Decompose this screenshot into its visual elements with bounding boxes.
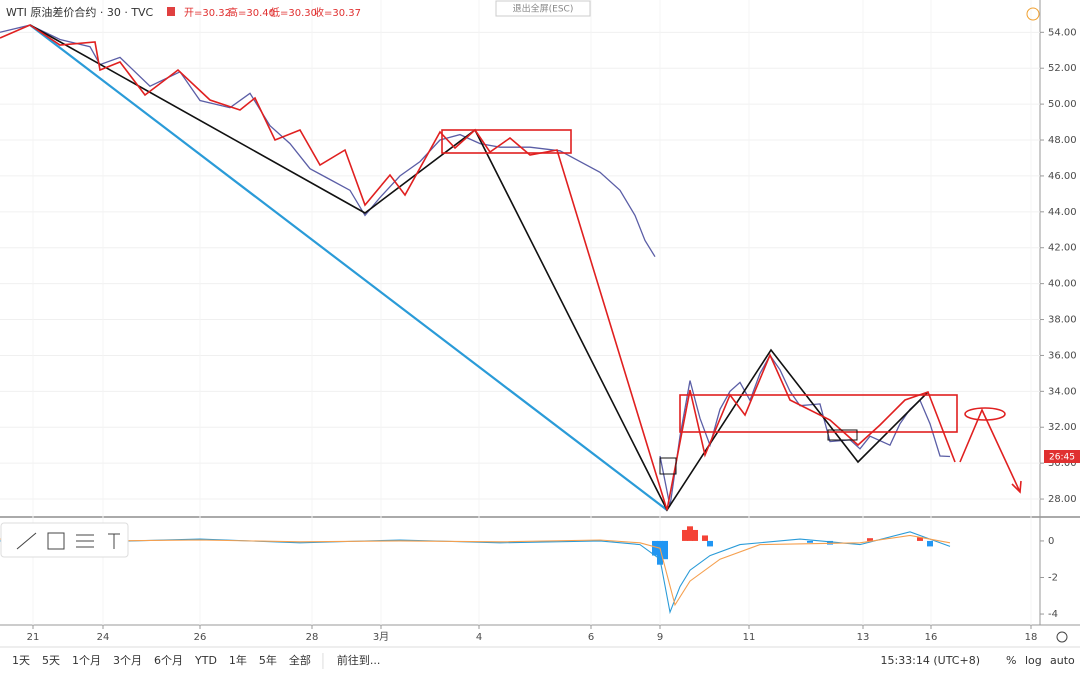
- y-tick-label: 28.00: [1048, 494, 1077, 505]
- series-line: [0, 531, 951, 615]
- symbol: WTI 原油差价合约 · 30 · TVC: [6, 5, 154, 19]
- x-tick-label: 13: [857, 632, 870, 643]
- histogram-bar: [917, 537, 923, 541]
- x-tick-label: 11: [743, 632, 756, 643]
- y-tick-label: 0: [1048, 536, 1054, 547]
- x-tick-label: 28: [306, 632, 319, 643]
- arrow-head: [1011, 480, 1022, 494]
- drawing-toolbar: [0, 522, 129, 558]
- x-tick-label: 26: [194, 632, 207, 643]
- y-tick-label: 44.00: [1048, 207, 1077, 218]
- log-button[interactable]: log: [1025, 654, 1042, 667]
- histogram-bar: [687, 526, 693, 541]
- bottom-toolbar: 1天 5天 1个月 3个月 6个月 YTD 1年 5年 全部 前往到... 15:33:14 (UT…: [12, 653, 1075, 669]
- histogram-bar: [692, 529, 698, 541]
- arrow-path: [959, 408, 1021, 493]
- range-button[interactable]: 5年: [259, 653, 277, 667]
- series-line: [0, 534, 951, 607]
- y-tick-label: 42.00: [1048, 243, 1077, 254]
- x-tick-label: 24: [97, 632, 110, 643]
- countdown: 26:45: [1049, 453, 1075, 463]
- x-tick-label: 4: [476, 632, 482, 643]
- trend-line: [29, 24, 668, 511]
- goto-button[interactable]: 前往到...: [337, 653, 381, 667]
- histogram-bar: [682, 529, 688, 541]
- histogram-bar: [707, 540, 713, 547]
- y-tick-label: 46.00: [1048, 171, 1077, 182]
- histogram-bar: [827, 540, 833, 545]
- histogram-bar: [927, 540, 933, 547]
- clock: 15:33:14 (UTC+8): [880, 654, 980, 667]
- histogram-bar: [657, 540, 663, 565]
- text-tool[interactable]: [108, 533, 120, 549]
- fib-tool[interactable]: [76, 534, 94, 548]
- x-tick-label: 9: [657, 632, 663, 643]
- series-line: [0, 24, 951, 507]
- y-tick-label: 52.00: [1048, 63, 1077, 74]
- y-tick-label: 54.00: [1048, 27, 1077, 38]
- histogram-bar: [807, 540, 813, 543]
- histogram-bar: [867, 538, 873, 541]
- flag-icon[interactable]: [167, 7, 175, 16]
- rect-tool[interactable]: [47, 532, 65, 550]
- range-button[interactable]: 3个月: [113, 654, 142, 667]
- y-tick-label: 40.00: [1048, 279, 1077, 290]
- ohlc-close: 收=30.37: [314, 6, 361, 19]
- x-tick-label: 3月: [373, 631, 389, 643]
- range-button[interactable]: YTD: [194, 654, 217, 667]
- small-box: [659, 457, 677, 475]
- range-button[interactable]: 6个月: [154, 654, 183, 667]
- small-box: [827, 429, 858, 441]
- line-tool[interactable]: [16, 532, 37, 550]
- ohlc-low: 低=30.30: [270, 6, 317, 19]
- countdown-tag: [1044, 450, 1080, 463]
- y-tick-label: 48.00: [1048, 135, 1077, 146]
- y-tick-label: -2: [1048, 572, 1058, 583]
- plot: 28.00 30.00 32.00 34.00 36.00 38.00 40.00 42.00…: [0, 0, 1077, 643]
- y-tick-label: -4: [1048, 609, 1058, 620]
- histogram-bar: [662, 540, 668, 560]
- range-button[interactable]: 1个月: [72, 654, 101, 667]
- histogram-bar: [652, 540, 658, 556]
- auto-button[interactable]: auto: [1050, 654, 1075, 667]
- ohlc-high: 高=30.40: [228, 6, 275, 19]
- y-tick-label: 38.00: [1048, 315, 1077, 326]
- ellipse: [964, 407, 1006, 421]
- range-box: [679, 394, 958, 433]
- range-box: [441, 129, 572, 154]
- x-tick-label: 21: [27, 632, 40, 643]
- range-button[interactable]: 全部: [289, 653, 311, 667]
- zigzag-red: [0, 24, 956, 511]
- x-tick-label: 16: [925, 632, 938, 643]
- histogram-bar: [702, 535, 708, 541]
- x-tick-label: 18: [1025, 632, 1038, 643]
- y-tick-label: 32.00: [1048, 422, 1077, 433]
- y-tick-label: 30.00: [1048, 458, 1077, 469]
- drawings: [0, 24, 1022, 512]
- exit-fullscreen-button[interactable]: [495, 0, 591, 17]
- range-button[interactable]: 1年: [229, 653, 247, 667]
- range-button[interactable]: 5天: [42, 654, 60, 667]
- y-tick-label: 36.00: [1048, 350, 1077, 361]
- y-tick-label: 50.00: [1048, 99, 1077, 110]
- percent-button[interactable]: %: [1006, 654, 1016, 667]
- settings-icon[interactable]: [1056, 631, 1068, 643]
- x-tick-label: 6: [588, 632, 594, 643]
- exit-fullscreen-label: 退出全屏(ESC): [513, 3, 574, 15]
- y-tick-label: 34.00: [1048, 386, 1077, 397]
- alert-icon[interactable]: [1026, 7, 1040, 21]
- range-button[interactable]: 1天: [12, 654, 30, 667]
- ohlc-open: 开=30.32: [184, 8, 231, 19]
